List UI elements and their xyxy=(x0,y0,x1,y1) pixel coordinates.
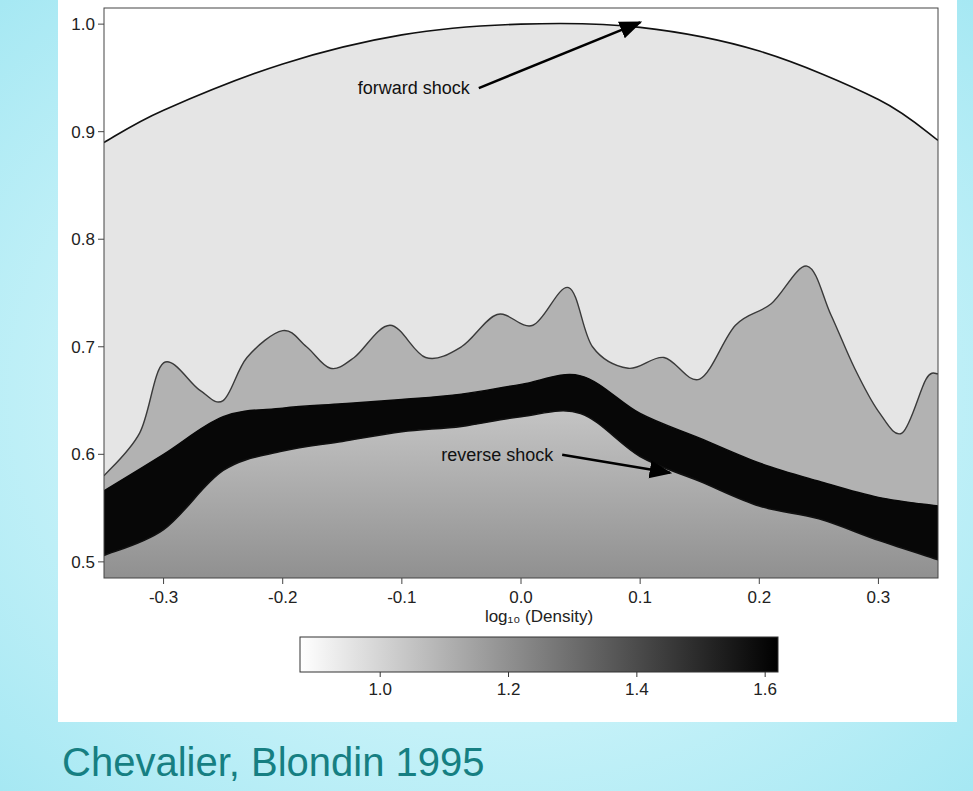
x-tick-label: 0.1 xyxy=(628,588,652,607)
shock-front xyxy=(104,411,938,560)
colorbar-label: log₁₀ (Density) xyxy=(485,607,593,626)
y-tick-label: 1.0 xyxy=(71,15,95,34)
y-tick-label: 0.9 xyxy=(71,123,95,142)
x-tick xyxy=(401,578,402,584)
annotation: forward shock xyxy=(358,78,471,98)
y-tick-label: 0.5 xyxy=(71,553,95,572)
x-tick xyxy=(521,578,522,584)
y-tick xyxy=(98,239,104,240)
figure: 0.5 0.6 0.7 0.8 0.9 1.0 -0.3 -0.2 -0.1 0.0 0.1 0.2 0… xyxy=(0,0,973,791)
y-tick xyxy=(98,561,104,562)
x-tick-label: 0.2 xyxy=(747,588,771,607)
colorbar-tick-label: 1.4 xyxy=(625,680,649,699)
y-tick xyxy=(98,346,104,347)
colorbar-tick-label: 1.2 xyxy=(497,680,521,699)
plot-frame xyxy=(104,8,938,578)
colorbar xyxy=(300,637,778,672)
y-tick-label: 0.7 xyxy=(71,338,95,357)
density-region xyxy=(104,411,938,578)
x-tick-label: 0.3 xyxy=(867,588,891,607)
x-tick-label: -0.1 xyxy=(387,588,416,607)
density-region xyxy=(104,23,938,578)
colorbar-tick xyxy=(765,672,766,677)
panel xyxy=(58,0,957,722)
x-tick-label: 0.0 xyxy=(509,588,533,607)
plot-area xyxy=(104,8,938,578)
x-tick-label: -0.3 xyxy=(149,588,178,607)
colorbar-tick-label: 1.0 xyxy=(368,680,392,699)
annotation: reverse shock xyxy=(441,445,554,465)
y-tick xyxy=(98,131,104,132)
caption: Chevalier, Blondin 1995 xyxy=(62,740,485,784)
y-tick-label: 0.8 xyxy=(71,230,95,249)
x-tick xyxy=(759,578,760,584)
x-tick xyxy=(640,578,641,584)
y-tick xyxy=(98,454,104,455)
colorbar-tick xyxy=(508,672,509,677)
x-tick xyxy=(878,578,879,584)
colorbar-tick xyxy=(380,672,381,677)
x-tick xyxy=(282,578,283,584)
annotation-arrow xyxy=(479,22,640,88)
density-region xyxy=(104,266,938,578)
y-tick-label: 0.6 xyxy=(71,445,95,464)
x-tick xyxy=(163,578,164,584)
colorbar-tick xyxy=(636,672,637,677)
density-region xyxy=(104,375,938,578)
annotation-arrow xyxy=(562,455,670,473)
shock-front xyxy=(104,23,938,142)
y-tick xyxy=(98,24,104,25)
colorbar-tick-label: 1.6 xyxy=(753,680,777,699)
x-tick-label: -0.2 xyxy=(268,588,297,607)
